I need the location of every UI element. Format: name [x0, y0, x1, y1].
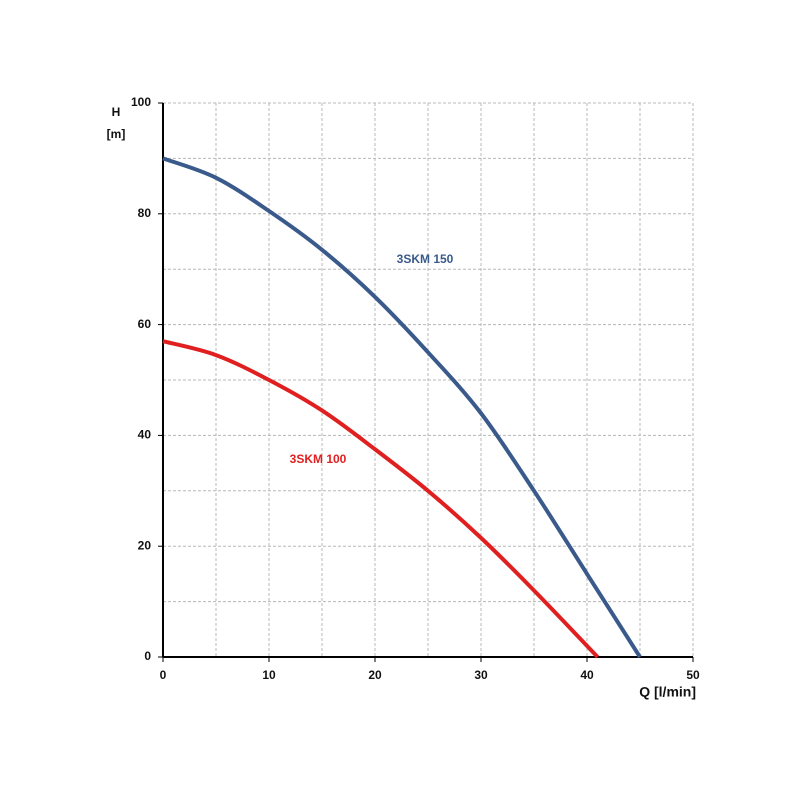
series-label: 3SKM 150	[397, 252, 454, 266]
y-tick-label: 60	[138, 317, 152, 331]
x-tick-label: 40	[580, 668, 594, 682]
x-tick-label: 20	[368, 668, 382, 682]
x-tick-label: 0	[160, 668, 167, 682]
x-tick-label: 30	[474, 668, 488, 682]
x-tick-label: 10	[262, 668, 276, 682]
series-line	[162, 339, 600, 659]
y-tick-label: 0	[144, 649, 151, 663]
x-axis-label: Q [l/min]	[639, 684, 696, 700]
y-tick-label: 80	[138, 206, 152, 220]
y-tick-label: 100	[131, 95, 151, 109]
y-tick-label: 40	[138, 428, 152, 442]
series-line	[162, 156, 642, 659]
series-label: 3SKM 100	[290, 452, 347, 466]
y-tick-label: 20	[138, 538, 152, 552]
y-axis-label: [m]	[107, 127, 126, 141]
x-tick-label: 50	[686, 668, 700, 682]
y-axis-label: H	[112, 105, 121, 119]
